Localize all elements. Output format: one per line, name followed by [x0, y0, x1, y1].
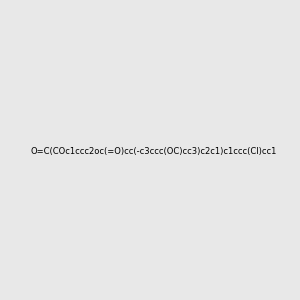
Text: O=C(COc1ccc2oc(=O)cc(-c3ccc(OC)cc3)c2c1)c1ccc(Cl)cc1: O=C(COc1ccc2oc(=O)cc(-c3ccc(OC)cc3)c2c1)…	[31, 147, 277, 156]
